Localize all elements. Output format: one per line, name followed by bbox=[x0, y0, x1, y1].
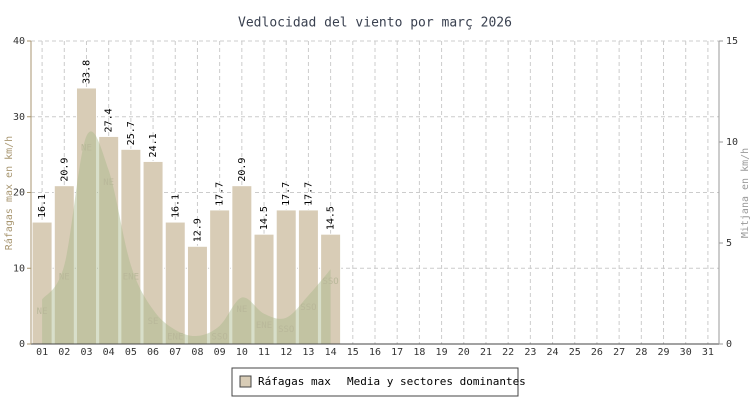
x-tick-label: 04 bbox=[103, 347, 115, 358]
x-tick-label: 31 bbox=[702, 347, 714, 358]
x-tick-label: 05 bbox=[125, 347, 137, 358]
y-tick-label: 30 bbox=[13, 112, 25, 123]
x-tick-label: 22 bbox=[502, 347, 514, 358]
x-tick-label: 21 bbox=[480, 347, 492, 358]
legend-box bbox=[231, 367, 519, 397]
x-tick-label: 27 bbox=[613, 347, 625, 358]
point-label: SSO bbox=[322, 277, 338, 287]
y2-tick-label: 15 bbox=[726, 36, 738, 47]
x-tick-label: 13 bbox=[302, 347, 314, 358]
x-tick-label: 09 bbox=[214, 347, 226, 358]
value-label: 24.1 bbox=[148, 133, 159, 157]
value-label: 16.1 bbox=[170, 194, 181, 218]
y-tick-label: 40 bbox=[13, 36, 25, 47]
point-label: SSO bbox=[300, 303, 316, 313]
x-tick-label: 01 bbox=[36, 347, 48, 358]
point-label: NE bbox=[236, 305, 247, 315]
value-label: 20.9 bbox=[237, 158, 248, 182]
y2-tick-label: 10 bbox=[726, 137, 738, 148]
value-label: 12.9 bbox=[192, 218, 203, 242]
legend-label: Ráfagas max bbox=[258, 375, 331, 388]
x-tick-label: 14 bbox=[325, 347, 337, 358]
value-label: 17.7 bbox=[303, 182, 314, 206]
legend-label: Media y sectores dominantes bbox=[347, 375, 526, 388]
x-tick-label: 10 bbox=[236, 347, 248, 358]
x-tick-label: 24 bbox=[547, 347, 559, 358]
point-label: ENE bbox=[167, 333, 183, 343]
point-label: NE bbox=[81, 143, 92, 153]
x-tick-label: 19 bbox=[436, 347, 448, 358]
bar bbox=[186, 245, 208, 345]
value-label: 17.7 bbox=[281, 182, 292, 206]
value-label: 25.7 bbox=[126, 121, 137, 145]
point-label: ENE bbox=[256, 321, 272, 331]
value-label: 20.9 bbox=[59, 158, 70, 182]
value-label: 33.8 bbox=[81, 60, 92, 84]
value-label: 14.5 bbox=[326, 206, 337, 230]
y-tick-label: 10 bbox=[13, 263, 25, 274]
chart-title: Vedlocidad del viento por març 2026 bbox=[238, 16, 512, 31]
x-tick-label: 06 bbox=[147, 347, 159, 358]
area bbox=[42, 131, 331, 344]
point-label: SE bbox=[148, 317, 159, 327]
point-label: ENE bbox=[123, 273, 139, 283]
y2-tick-label: 0 bbox=[726, 339, 732, 350]
x-tick-label: 02 bbox=[58, 347, 70, 358]
y-axis-label: Ráfagas max en km/h bbox=[3, 136, 15, 250]
x-tick-label: 03 bbox=[80, 347, 92, 358]
x-tick-label: 18 bbox=[413, 347, 425, 358]
x-tick-label: 30 bbox=[680, 347, 692, 358]
x-tick-label: 29 bbox=[657, 347, 669, 358]
x-tick-label: 16 bbox=[369, 347, 381, 358]
x-tick-label: 11 bbox=[258, 347, 270, 358]
value-label: 17.7 bbox=[215, 182, 226, 206]
x-tick-label: 20 bbox=[458, 347, 470, 358]
x-tick-label: 12 bbox=[280, 347, 292, 358]
value-label: 14.5 bbox=[259, 206, 270, 230]
x-tick-label: 15 bbox=[347, 347, 359, 358]
x-tick-label: 17 bbox=[391, 347, 403, 358]
value-label: 27.4 bbox=[104, 108, 115, 132]
x-tick-label: 26 bbox=[591, 347, 603, 358]
value-label: 16.1 bbox=[37, 194, 48, 218]
point-label: NE bbox=[59, 273, 70, 283]
y-tick-label: 20 bbox=[13, 188, 25, 199]
y2-tick-label: 5 bbox=[726, 238, 732, 249]
x-tick-label: 28 bbox=[635, 347, 647, 358]
legend-swatch bbox=[239, 375, 252, 388]
y-tick-label: 0 bbox=[19, 339, 25, 350]
point-label: SSO bbox=[278, 325, 294, 335]
point-label: SSO bbox=[212, 333, 228, 343]
point-label: NE bbox=[37, 307, 48, 317]
y2-axis-label: Mitjana en km/h bbox=[740, 148, 750, 238]
x-tick-label: 25 bbox=[569, 347, 581, 358]
x-tick-label: 07 bbox=[169, 347, 181, 358]
point-label: NE bbox=[103, 178, 114, 188]
x-tick-label: 23 bbox=[524, 347, 536, 358]
x-tick-label: 08 bbox=[191, 347, 203, 358]
